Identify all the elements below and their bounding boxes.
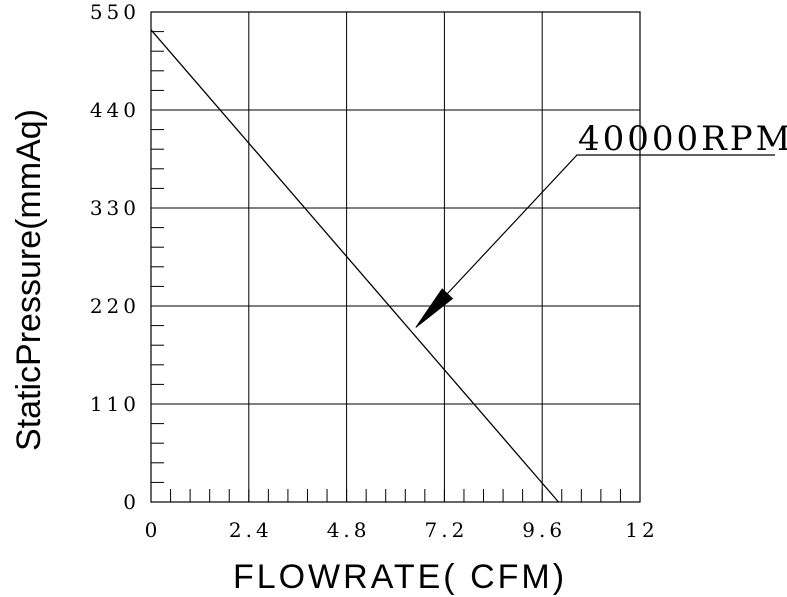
- x-tick-label: 0: [145, 518, 162, 542]
- y-tick-label: 330: [90, 196, 140, 220]
- series-line: [150, 29, 559, 503]
- y-axis-title: StaticPressure(mmAq): [10, 109, 48, 451]
- minor-tick-layer: [151, 31, 621, 502]
- y-tick-label: 550: [90, 0, 140, 24]
- x-tick-label: 12: [625, 518, 658, 542]
- y-tick-label: 440: [90, 98, 140, 122]
- plot-frame: [150, 11, 641, 503]
- x-tick-label: 2.4: [229, 518, 273, 542]
- tick-label-layer: 0 2.4 4.8 7.2 9.6 12 0 110 220 330 440 550: [90, 0, 658, 542]
- x-axis-title: FLOWRATE( CFM): [233, 558, 567, 596]
- grid-layer: [151, 12, 640, 502]
- series-layer: [150, 29, 559, 503]
- y-tick-label: 110: [90, 392, 140, 416]
- y-tick-label: 0: [123, 490, 140, 514]
- x-tick-label: 7.2: [424, 518, 468, 542]
- annotation-leader-line: [446, 154, 775, 295]
- x-tick-label: 9.6: [522, 518, 566, 542]
- y-tick-label: 220: [90, 294, 140, 318]
- annotation-label: 40000RPM: [578, 119, 787, 159]
- annotation-layer: 40000RPM: [415, 119, 787, 328]
- x-tick-label: 4.8: [327, 518, 371, 542]
- annotation-arrowhead: [415, 288, 454, 328]
